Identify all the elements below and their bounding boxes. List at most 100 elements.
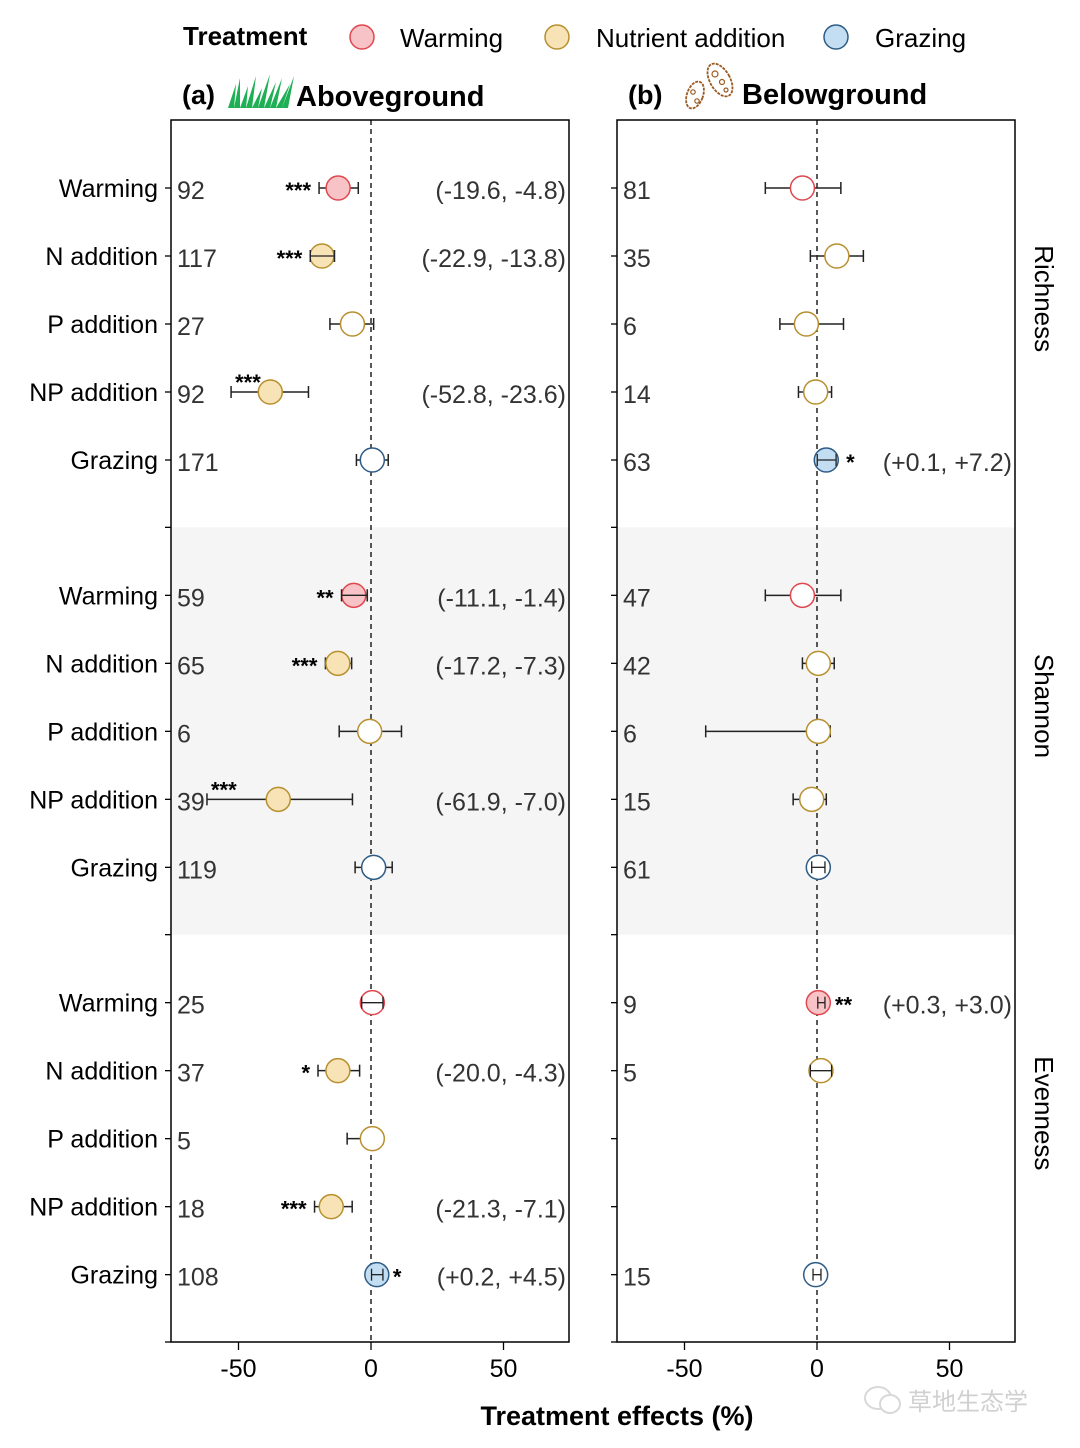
sample-size: 61 — [623, 856, 651, 884]
significance-label: *** — [285, 178, 311, 203]
microbe-cell — [685, 80, 705, 110]
grass-blade — [270, 78, 282, 108]
sample-size: 25 — [177, 992, 205, 1020]
data-row: 25 — [177, 989, 386, 1020]
data-row: 81 — [623, 175, 842, 205]
watermark: 草地生态学 — [864, 1386, 1028, 1416]
grass-blade — [276, 84, 290, 108]
panels: -50 0 5 0 Warming N addition P addition NP addi… — [29, 62, 1016, 1383]
grass-blade — [240, 86, 248, 108]
data-row: 92 *** (-19.6, -4.8) — [177, 175, 566, 205]
y-tick-label: Grazing — [70, 854, 158, 882]
data-row: 18 *** (-21.3, -7.1) — [177, 1193, 566, 1224]
significance-label: * — [846, 450, 855, 475]
panel-title: Belowground — [742, 79, 927, 111]
y-tick-label: P addition — [47, 311, 158, 339]
metric-label-evenness: Evenness — [1029, 1056, 1059, 1170]
data-row: 15 — [623, 1261, 829, 1292]
legend-marker — [544, 24, 570, 50]
grass-blade — [258, 74, 270, 108]
effect-point — [802, 379, 829, 405]
y-tick-label: NP addition — [29, 1194, 158, 1222]
sample-size: 27 — [177, 313, 205, 341]
panel-label: (b) — [628, 80, 662, 110]
sample-size: 59 — [177, 584, 205, 612]
effect-point — [325, 1057, 351, 1084]
sample-size: 108 — [177, 1264, 219, 1292]
legend-item-nutrient-addition: Nutrient addition — [544, 23, 785, 53]
data-row: 35 — [623, 243, 865, 273]
legend-item-grazing: Grazing — [823, 23, 966, 53]
data-row: 6 — [623, 718, 832, 748]
sample-size: 6 — [623, 313, 637, 341]
x-tick-label: 0 — [810, 1355, 824, 1383]
sample-size: 171 — [177, 449, 219, 477]
sample-size: 15 — [623, 788, 651, 816]
data-row: 5 — [177, 1125, 386, 1156]
legend-title: Treatment — [183, 21, 308, 51]
legend-label: Warming — [400, 23, 503, 53]
sample-size: 6 — [177, 720, 191, 748]
sample-size: 18 — [177, 1196, 205, 1224]
ci-label: (-61.9, -7.0) — [435, 788, 566, 816]
y-tick-label: Warming — [59, 582, 158, 610]
y-tick-label: Grazing — [70, 1262, 158, 1290]
data-row: 63 * (+0.1, +7.2) — [623, 447, 1012, 477]
sample-size: 65 — [177, 652, 205, 680]
watermark-text: 草地生态学 — [908, 1388, 1028, 1416]
data-row: 9 ** (+0.3, +3.0) — [623, 989, 1012, 1020]
ci-label: (-20.0, -4.3) — [435, 1060, 566, 1088]
sample-size: 9 — [623, 992, 637, 1020]
microbe-dot — [718, 78, 726, 86]
y-tick-label: N addition — [45, 650, 158, 678]
data-row: 61 — [623, 854, 832, 884]
effect-point — [359, 447, 386, 473]
effect-point — [265, 786, 291, 813]
grass-blade — [282, 76, 294, 108]
sample-size: 42 — [623, 652, 651, 680]
legend-item-warming: Warming — [349, 23, 503, 53]
effect-point — [360, 854, 387, 881]
microbe-icon — [685, 62, 734, 110]
data-row: 6 — [177, 718, 403, 748]
significance-label: ** — [316, 585, 334, 610]
data-row: 119 — [177, 854, 393, 884]
effect-point — [325, 175, 351, 201]
x-tick-label: -50 — [666, 1355, 702, 1383]
microbe-dot — [690, 89, 696, 95]
data-row: 15 — [623, 786, 828, 816]
x-tick-label: 0 — [364, 1355, 378, 1383]
effect-point — [257, 379, 284, 405]
sample-size: 92 — [177, 381, 205, 409]
metric-label-shannon: Shannon — [1029, 654, 1059, 758]
x-axis-label: Treatment effects (%) — [480, 1401, 753, 1431]
y-tick-label: P addition — [47, 718, 158, 746]
sample-size: 5 — [623, 1060, 637, 1088]
ci-label: (-52.8, -23.6) — [421, 381, 566, 409]
legend: Treatment Warming Nutrient addition Grazing — [183, 21, 966, 53]
microbe-cell — [706, 62, 734, 98]
data-row: 42 — [623, 650, 835, 680]
grass-blade — [264, 82, 276, 108]
effect-point — [793, 311, 820, 337]
sample-size: 119 — [177, 856, 217, 884]
significance-label: *** — [292, 653, 318, 678]
sample-size: 39 — [177, 788, 205, 816]
data-row: 171 — [177, 447, 389, 477]
sample-size: 5 — [177, 1128, 191, 1156]
data-row: 59 ** (-11.1, -1.4) — [177, 582, 566, 612]
y-tick-label: Warming — [59, 990, 158, 1018]
panel-label: (a) — [182, 80, 215, 110]
data-row: 117 *** (-22.9, -13.8) — [177, 243, 566, 273]
panel-title: Aboveground — [296, 81, 485, 113]
sample-size: 117 — [177, 245, 217, 273]
effect-point — [356, 718, 383, 745]
data-row: 6 — [623, 311, 845, 341]
y-tick-label: NP addition — [29, 379, 158, 407]
sample-size: 92 — [177, 177, 205, 205]
effect-point — [789, 582, 816, 609]
y-tick-label: Warming — [59, 175, 158, 203]
effect-point — [805, 718, 832, 745]
panel-belowground: -50 0 50 (b) Belowground 81 35 6 14 63 * (+0.1, +7.… — [611, 62, 1016, 1383]
